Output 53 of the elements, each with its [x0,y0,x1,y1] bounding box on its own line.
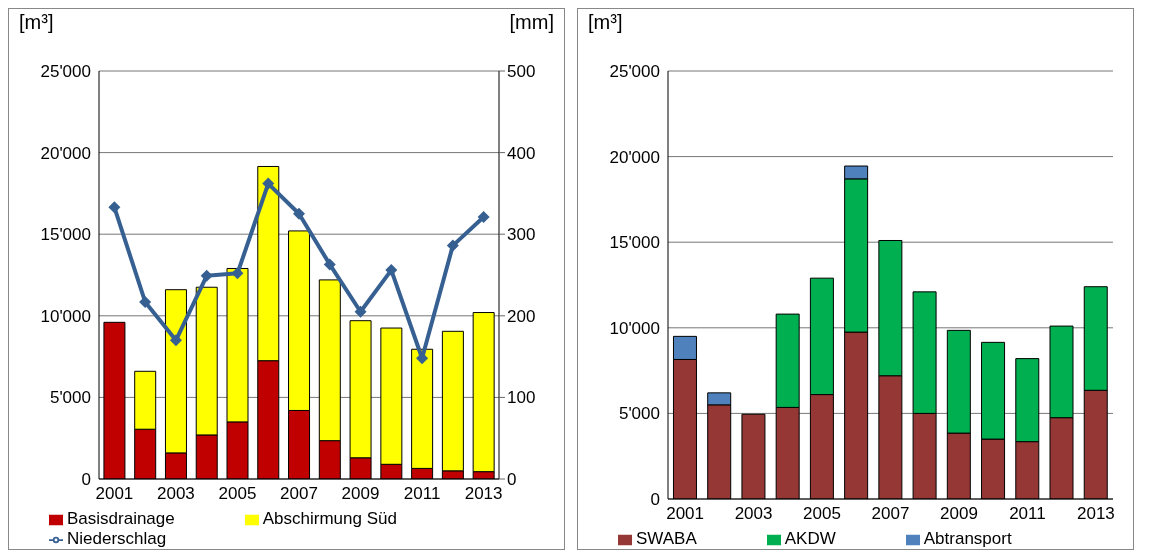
point [169,334,182,347]
legend-label: Abtransport [923,529,1012,548]
x-tick-label: 2001 [666,504,705,524]
x-tick-label: 2005 [218,484,257,504]
legend-label: Niederschlag [67,529,167,548]
x-tick-label: 2007 [871,504,910,524]
y-tick-label: 25'000 [40,62,91,82]
y-tick-label: 20'000 [40,143,91,163]
y-tick-label: 5'000 [49,388,91,408]
point [108,201,121,214]
legend-label: AKDW [784,529,836,548]
y-tick-label: 0 [81,470,91,490]
y2-tick-label: 400 [507,143,536,163]
point [200,269,213,282]
y-tick-label: 25'000 [609,62,660,82]
point [446,239,459,252]
legend-label: Abschirmung Süd [262,509,397,528]
legend-label: SWABA [636,529,697,548]
y-tick-label: 10'000 [609,318,660,338]
x-tick-label: 2003 [734,504,773,524]
point [262,177,275,190]
legend-label: Basisdrainage [67,509,175,528]
y2-tick-label: 200 [507,306,536,326]
point [139,295,152,308]
y-axis-title: [m³] [588,11,623,34]
y2-tick-label: 0 [507,470,517,490]
x-tick-label: 2003 [157,484,195,504]
x-tick-label: 2009 [341,484,380,504]
point [231,267,244,280]
y2-axis-title: [mm] [509,11,554,34]
x-tick-label: 2013 [1076,504,1115,524]
y2-tick-label: 500 [507,62,536,82]
y-tick-label: 0 [650,490,660,510]
point [323,258,336,271]
point [477,211,490,224]
x-tick-label: 2011 [1009,504,1046,524]
y-tick-label: 20'000 [609,147,660,167]
x-tick-label: 2013 [464,484,503,504]
y-tick-label: 5'000 [618,404,660,424]
x-tick-label: 2001 [95,484,134,504]
point [293,207,305,220]
point [354,305,367,318]
point [385,264,398,277]
x-tick-label: 2005 [803,504,841,524]
y-tick-label: 15'000 [40,225,91,245]
y2-tick-label: 300 [507,225,536,245]
y2-tick-label: 100 [507,388,536,408]
x-tick-label: 2011 [403,484,441,504]
x-tick-label: 2007 [280,484,318,504]
y-tick-label: 15'000 [609,233,660,253]
x-tick-label: 2009 [940,504,978,524]
y-tick-label: 10'000 [40,306,91,326]
y-axis-title: [m³] [19,11,54,34]
